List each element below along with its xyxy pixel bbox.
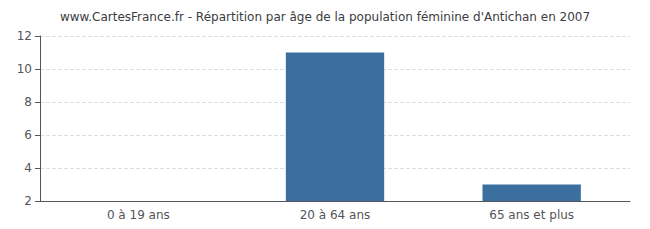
svg-text:65 ans et plus: 65 ans et plus: [489, 208, 574, 222]
svg-text:12: 12: [17, 29, 32, 43]
svg-text:2: 2: [24, 194, 32, 208]
svg-text:20 à 64 ans: 20 à 64 ans: [300, 208, 371, 222]
svg-text:8: 8: [24, 95, 32, 109]
svg-text:6: 6: [24, 128, 32, 142]
svg-text:www.CartesFrance.fr - Répartit: www.CartesFrance.fr - Répartition par âg…: [60, 10, 590, 24]
svg-text:0 à 19 ans: 0 à 19 ans: [107, 208, 170, 222]
svg-text:10: 10: [17, 62, 32, 76]
svg-text:4: 4: [24, 161, 32, 175]
